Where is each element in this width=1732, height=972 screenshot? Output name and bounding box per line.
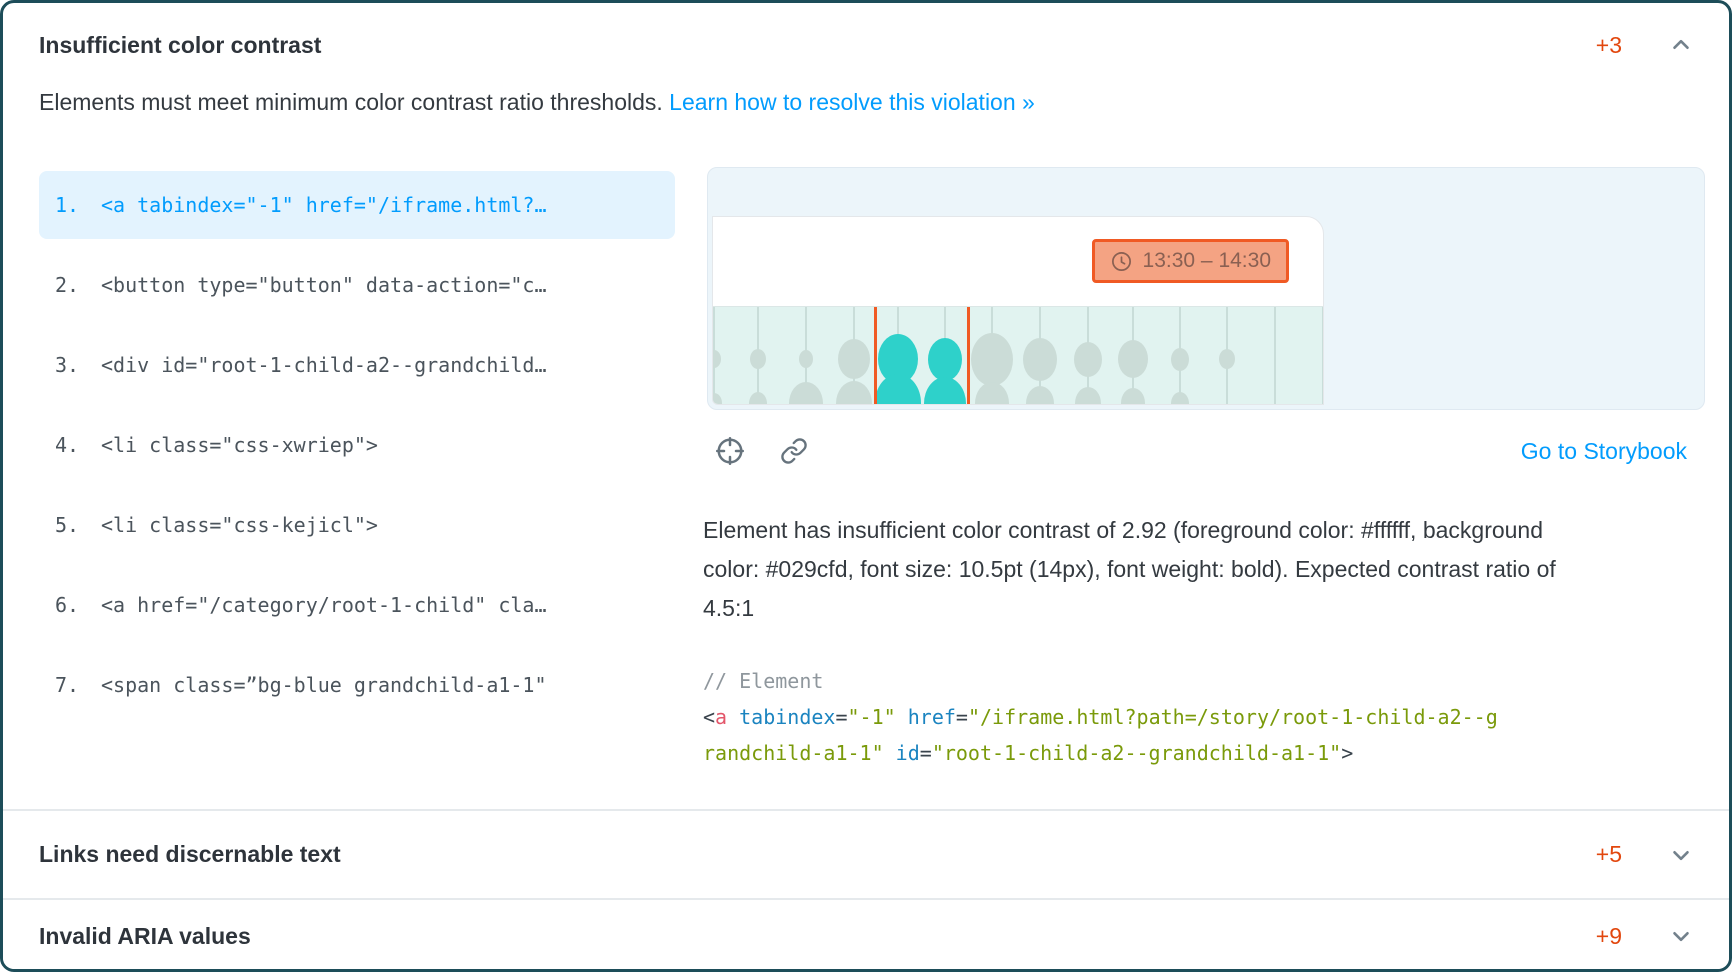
gray-dot (713, 350, 721, 368)
description-text: Elements must meet minimum color contras… (39, 89, 670, 115)
learn-how-link[interactable]: Learn how to resolve this violation » (669, 89, 1035, 115)
teal-dot (928, 337, 962, 381)
gray-dot (1219, 349, 1235, 369)
chevron-up-icon[interactable] (1668, 32, 1694, 58)
item-number: 6. (55, 593, 80, 617)
gray-dot (749, 391, 767, 404)
section-header-invalid-aria-values[interactable]: Invalid ARIA values +9 (3, 898, 1729, 969)
gray-dot (1121, 388, 1145, 404)
item-selector: <a tabindex="-1" href="/iframe.html?… (101, 193, 547, 217)
violation-item-1[interactable]: 1. <a tabindex="-1" href="/iframe.html?… (39, 171, 675, 239)
gray-dot (836, 380, 872, 404)
link-icon[interactable] (779, 436, 809, 466)
gray-dot (789, 381, 823, 404)
item-number: 4. (55, 433, 80, 457)
gray-dot (1075, 386, 1101, 404)
crosshair-icon[interactable] (715, 436, 745, 466)
dot-strip (713, 306, 1323, 404)
section-description: Elements must meet minimum color contras… (39, 89, 1035, 116)
item-number: 1. (55, 193, 80, 217)
gray-dot (799, 350, 813, 368)
violation-count-badge: +3 (1595, 31, 1622, 58)
preview-actions-row: Go to Storybook (715, 435, 1687, 467)
violation-item-7[interactable]: 7. <span class=”bg-blue grandchild-a1-1" (39, 651, 675, 719)
highlight-range-line (874, 307, 877, 404)
teal-dot (875, 374, 921, 404)
gray-dot (1023, 337, 1057, 381)
clock-icon (1111, 251, 1131, 271)
element-code-block: // Element <a tabindex="-1" href="/ifram… (703, 663, 1503, 771)
gray-dot (1118, 340, 1148, 378)
chevron-down-icon[interactable] (1668, 842, 1694, 868)
violation-item-4[interactable]: 4. <li class="css-xwriep"> (39, 411, 675, 479)
highlighted-element-time-badge: 13:30 – 14:30 (1091, 239, 1289, 283)
violation-item-2[interactable]: 2. <button type="button" data-action="c… (39, 251, 675, 319)
gray-dot (1074, 341, 1102, 377)
item-number: 2. (55, 273, 80, 297)
teal-dot (924, 376, 966, 404)
violation-item-3[interactable]: 3. <div id="root-1-child-a2--grandchild… (39, 331, 675, 399)
story-preview-card: 13:30 – 14:30 (712, 216, 1324, 405)
gray-dot (1171, 391, 1189, 404)
story-preview-panel: 13:30 – 14:30 (707, 167, 1705, 410)
section-header-links-discernable-text[interactable]: Links need discernable text +5 (3, 809, 1729, 898)
item-selector: <a href="/category/root-1-child" cla… (101, 593, 547, 617)
violation-message: Element has insufficient color contrast … (703, 517, 1556, 621)
violation-item-6[interactable]: 6. <a href="/category/root-1-child" cla… (39, 571, 675, 639)
section-header-insufficient-contrast[interactable]: Insufficient color contrast +3 (39, 27, 1694, 63)
section-title: Invalid ARIA values (39, 922, 251, 949)
highlight-range-line (967, 307, 970, 404)
section-title: Insufficient color contrast (39, 31, 322, 58)
gray-dot (750, 349, 766, 369)
section-title: Links need discernable text (39, 841, 341, 867)
violation-count-badge: +9 (1595, 922, 1622, 949)
go-to-storybook-link[interactable]: Go to Storybook (1520, 437, 1687, 464)
item-number: 5. (55, 513, 80, 537)
gray-dot (838, 339, 870, 379)
item-number: 7. (55, 673, 80, 697)
time-range-label: 13:30 – 14:30 (1142, 249, 1271, 272)
violation-count-badge: +5 (1595, 841, 1622, 867)
gray-dot (713, 393, 722, 404)
grid-line (1274, 307, 1276, 404)
item-number: 3. (55, 353, 80, 377)
gray-dot (971, 332, 1013, 386)
gray-dot (1171, 347, 1189, 371)
gray-dot (975, 381, 1009, 404)
violation-element-list: 1. <a tabindex="-1" href="/iframe.html?…… (39, 171, 675, 731)
grid-line (1322, 307, 1323, 404)
element-code: <a tabindex="-1" href="/iframe.html?path… (703, 705, 1498, 765)
item-selector: <li class="css-xwriep"> (101, 433, 378, 457)
violation-item-5[interactable]: 5. <li class="css-kejicl"> (39, 491, 675, 559)
item-selector: <button type="button" data-action="c… (101, 273, 547, 297)
item-selector: <span class=”bg-blue grandchild-a1-1" (101, 673, 547, 697)
item-selector: <div id="root-1-child-a2--grandchild… (101, 353, 547, 377)
item-selector: <li class="css-kejicl"> (101, 513, 378, 537)
gray-dot (1026, 385, 1054, 404)
code-comment: // Element (703, 669, 824, 693)
chevron-down-icon[interactable] (1668, 923, 1694, 949)
